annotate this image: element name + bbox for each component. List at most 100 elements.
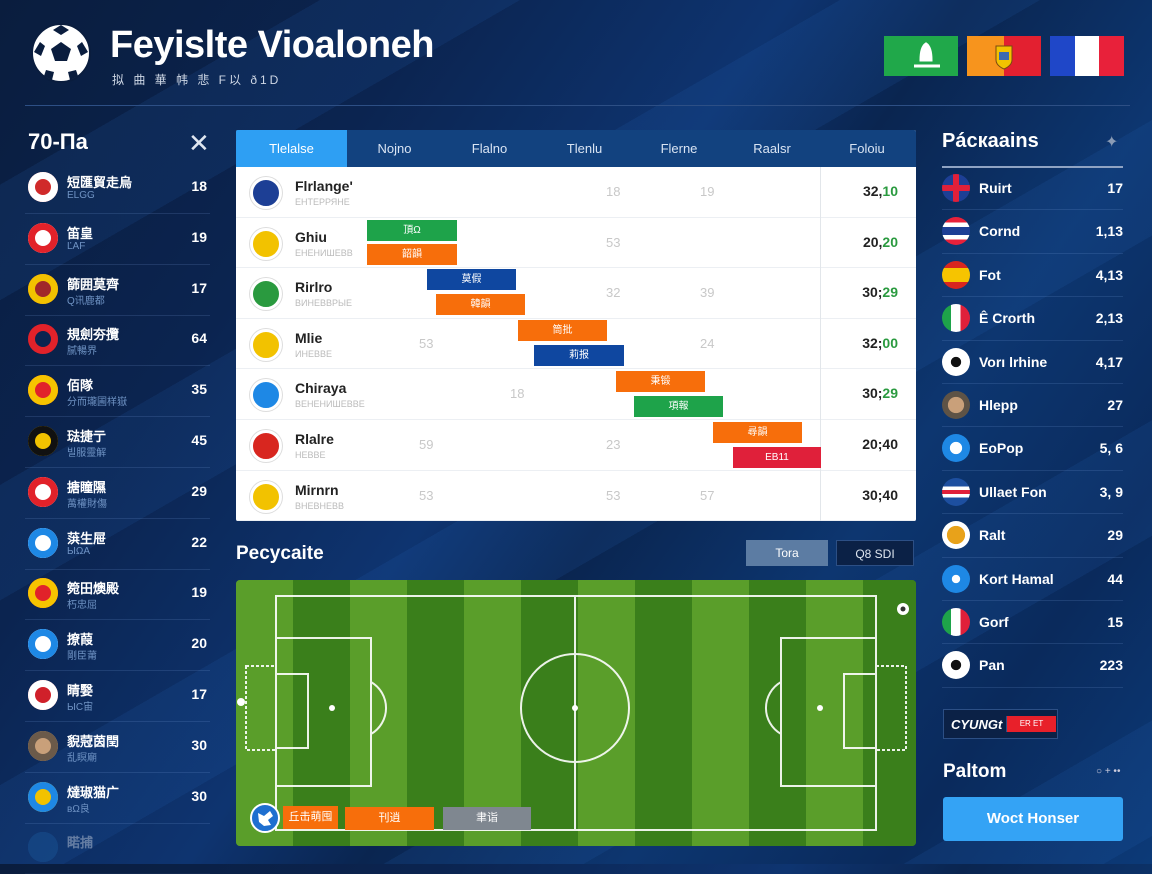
list-item[interactable]: 琺捷亍 빌服靈解 45 bbox=[25, 417, 210, 468]
list-item[interactable]: 睛嫛 ЫС宙 17 bbox=[25, 671, 210, 722]
france-flag-icon[interactable] bbox=[1050, 36, 1124, 76]
list-item[interactable]: Ruirt 17 bbox=[942, 167, 1123, 211]
list-item[interactable]: Hlepp 27 bbox=[942, 384, 1123, 428]
list-item[interactable]: Pan 223 bbox=[942, 644, 1123, 688]
team-value: 29 bbox=[191, 482, 207, 499]
tab-5[interactable]: Raalsr bbox=[753, 141, 791, 156]
uk-flag-icon bbox=[942, 174, 970, 202]
score-main: 32; bbox=[862, 334, 883, 351]
soccer-pitch[interactable] bbox=[236, 580, 916, 846]
team-value: 19 bbox=[191, 228, 207, 245]
team-name: 佰隊 bbox=[67, 378, 94, 394]
table-row[interactable]: Rlalre НЕВВЕ 59 23 20;40 bbox=[236, 420, 916, 471]
more-icon[interactable]: ○ + •• bbox=[1096, 766, 1121, 777]
row-team-name: Rlalre bbox=[295, 431, 334, 447]
team-logo-icon bbox=[28, 222, 58, 253]
score-main: 30;40 bbox=[862, 486, 898, 503]
item-value: 2,13 bbox=[1095, 310, 1123, 327]
list-item[interactable]: 搪瞳隰 萬權財傷 29 bbox=[25, 468, 210, 519]
row-team-name: Rirlro bbox=[295, 279, 333, 296]
table-row[interactable]: Ghiu ЕНЕНИШЕВВ 53 20,20 bbox=[236, 218, 916, 269]
tab-1[interactable]: Nojno bbox=[377, 141, 412, 156]
cell-value: 59 bbox=[419, 437, 434, 452]
schedule-bar[interactable]: 韓韻 bbox=[436, 294, 525, 315]
list-item[interactable]: 貎蒄茵閏 乱瞑廟 30 bbox=[25, 722, 210, 773]
tab-2[interactable]: Flalno bbox=[471, 141, 508, 156]
list-item[interactable]: 撩葭 剛臣莆 20 bbox=[25, 620, 210, 672]
table-row[interactable]: Mirnrn ВНЕВНЕВВ 53 53 57 30;40 bbox=[236, 471, 916, 521]
tab-6[interactable]: Foloiu bbox=[849, 141, 885, 156]
row-score: 30;40 bbox=[862, 487, 898, 503]
schedule-bar[interactable]: 莉报 bbox=[534, 345, 624, 366]
green-flag-icon[interactable] bbox=[884, 36, 958, 76]
right-divider bbox=[942, 166, 1123, 168]
team-crest-icon bbox=[250, 379, 282, 412]
team-value: 30 bbox=[191, 787, 207, 804]
list-item[interactable]: 睰捕 bbox=[25, 823, 210, 874]
pitch-title: Pecycaite bbox=[236, 543, 324, 564]
column-divider bbox=[820, 167, 821, 521]
list-item[interactable]: Ralt 29 bbox=[942, 514, 1123, 558]
list-item[interactable]: EoPop 5, 6 bbox=[942, 427, 1123, 471]
list-item[interactable]: Kort Hamal 44 bbox=[942, 558, 1123, 601]
table-row[interactable]: Mlie ИНЕВВЕ 53 24 32;00 bbox=[236, 319, 916, 370]
team-logo-icon bbox=[28, 324, 58, 355]
schedule-bar[interactable]: 筒批 bbox=[518, 320, 607, 341]
pitch-label-3: 聿诣 bbox=[443, 807, 531, 830]
list-item[interactable]: 規劍夯攬 腻暢界 64 bbox=[25, 315, 210, 367]
team-value: 20 bbox=[191, 635, 207, 652]
list-item[interactable]: Ullaet Fon 3, 9 bbox=[942, 471, 1123, 515]
list-item[interactable]: Cornd 1,13 bbox=[942, 210, 1123, 254]
list-item[interactable]: 短匯貿走烏 ELGG 18 bbox=[25, 163, 210, 214]
schedule-bar[interactable]: 韶韻 bbox=[367, 244, 457, 265]
row-team-name: Chiraya bbox=[295, 380, 347, 397]
schedule-bar[interactable]: 頂Ω bbox=[367, 220, 457, 241]
tab-0[interactable]: Tlelalse bbox=[236, 130, 347, 167]
list-item[interactable]: Ê Crorth 2,13 bbox=[942, 297, 1123, 341]
pitch-button-1[interactable]: Tora bbox=[746, 540, 828, 566]
team-logo-icon bbox=[28, 426, 58, 456]
list-item[interactable]: Fot 4,13 bbox=[942, 254, 1123, 298]
team-value: 17 bbox=[191, 279, 207, 296]
team-subtitle: ЫΩA bbox=[67, 545, 90, 557]
list-item[interactable]: 笛皇 ĽAF 19 bbox=[25, 214, 210, 265]
team-badge-icon bbox=[250, 803, 280, 833]
orange-red-flag-icon[interactable] bbox=[967, 36, 1041, 76]
team-crest-icon bbox=[250, 430, 282, 462]
team-value: 30 bbox=[191, 736, 207, 753]
tag-label: CYUNGt bbox=[951, 717, 1003, 732]
row-team-name: Ghiu bbox=[295, 228, 327, 245]
list-item[interactable]: Vorı lrhine 4,17 bbox=[942, 341, 1123, 384]
list-item[interactable]: 佰隊 分而瓏圃样嶽 35 bbox=[25, 366, 210, 418]
team-name: 燵琡猫广 bbox=[67, 784, 120, 800]
spain-flag-icon bbox=[942, 260, 970, 289]
team-logo-icon bbox=[28, 781, 58, 812]
item-name: Ralt bbox=[979, 527, 1006, 544]
team-logo-icon bbox=[28, 172, 58, 202]
table-row[interactable]: Chiraya ВЕНЕНИШЕВВЕ 18 30;29 bbox=[236, 369, 916, 420]
pin-icon[interactable]: ✦ bbox=[1105, 134, 1119, 151]
schedule-bar[interactable]: ЕВ11 bbox=[733, 447, 821, 468]
tab-4[interactable]: Flerne bbox=[660, 141, 698, 156]
table-row[interactable]: Flrlange' ЕНТЕРРЯНЕ 18 19 32,10 bbox=[236, 167, 916, 218]
schedule-bar[interactable]: 秉锻 bbox=[616, 371, 705, 392]
list-item[interactable]: 篩囲莫齊 Q讯鹿都 17 bbox=[25, 265, 210, 316]
list-item[interactable]: 葓生屉 ЫΩA 22 bbox=[25, 519, 210, 570]
pitch-button-2[interactable]: Q8 SDI bbox=[836, 540, 914, 566]
list-item[interactable]: 箢田燠殿 朽忠屈 19 bbox=[25, 569, 210, 621]
list-item[interactable]: Gorf 15 bbox=[942, 601, 1123, 645]
tab-3[interactable]: Tlenlu bbox=[566, 141, 603, 156]
primary-button[interactable]: Woct Honser bbox=[943, 797, 1123, 841]
schedule-bar[interactable]: 尋韻 bbox=[713, 422, 802, 443]
tag-box[interactable]: CYUNGt ER ET bbox=[943, 709, 1058, 739]
pitch-label-1: 丘击萌囤 bbox=[283, 806, 338, 829]
schedule-bar[interactable]: 項報 bbox=[634, 396, 723, 417]
schedule-bar[interactable]: 莫假 bbox=[427, 269, 516, 290]
list-item[interactable]: 燵琡猫广 вΩ良 30 bbox=[25, 773, 210, 824]
close-icon[interactable]: ✕ bbox=[188, 128, 210, 158]
team-name: 搪瞳隰 bbox=[67, 479, 107, 495]
cell-value: 53 bbox=[606, 234, 621, 250]
item-name: Gorf bbox=[979, 614, 1009, 630]
table-row[interactable]: Rirlro ВИНЕВВРЫЕ 32 39 30;29 bbox=[236, 268, 916, 319]
row-team-sub: ЕНТЕРРЯНЕ bbox=[295, 197, 350, 207]
